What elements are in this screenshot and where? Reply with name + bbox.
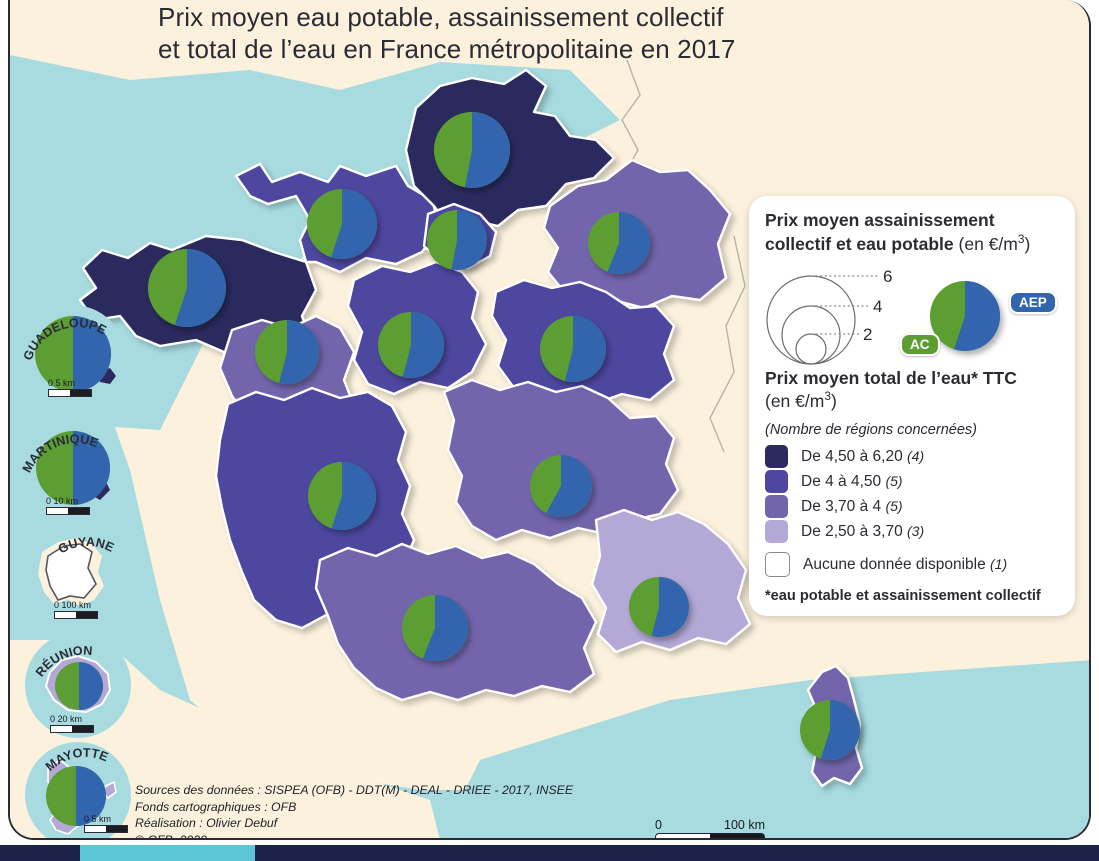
bottom-strip [0,845,1099,861]
legend-class-label-4: De 2,50 à 3,70 [801,522,907,540]
legend-swatch-3 [765,495,788,519]
pie-chart [800,700,860,760]
pie-chart [427,210,487,270]
france-map [10,0,1089,838]
pie-chart [378,312,444,378]
pie-chart [588,212,650,275]
legend-choropleth-title: Prix moyen total de l’eau* TTC (en €/m3) [765,368,1059,414]
pie-slice-aep [451,210,487,270]
pie-slice-aep [464,112,510,188]
pie-slice-aep [564,316,607,382]
legend-class-count-1: (4) [907,447,925,464]
title-line-1: Prix moyen eau potable, assainissement c… [158,2,724,32]
inset-scalebar-mayotte: 0 5 km [84,814,128,833]
pie-chart [540,316,607,382]
pie-chart [255,320,319,384]
legend-class-row-1: De 4,50 à 6,20 (4) [765,445,1059,469]
inset-mayotte: MAYOTTE 0 5 km [22,738,134,838]
pie-chart [629,577,689,637]
legend-class-row-5: Aucune donnée disponible (1) [765,552,1059,578]
legend-circle-2 [795,332,827,365]
pie-slice-aep [651,577,689,637]
scalebar-min: 0 [655,818,662,832]
source-line-copyright: © OFB, 2020 [135,832,207,840]
pie-slice-aep [422,595,469,662]
inset-reunion: RÉUNION 0 20 km [22,628,134,740]
legend-badge-ac: AC [900,332,940,356]
pie-slice-aep [546,455,592,517]
legend-footnote: *eau potable et assainissement collectif [765,588,1041,605]
scalebar-max: 100 km [724,818,765,832]
legend-choropleth-title-bold: Prix moyen total de l’eau* TTC [765,367,1017,388]
map-card: Prix moyen eau potable, assainissement c… [8,0,1091,840]
legend-class-label-1: De 4,50 à 6,20 [801,447,907,465]
legend-circle-value-4: 4 [873,297,882,316]
legend-class-count-3: (5) [885,497,903,514]
strip-segment-left [0,845,80,861]
legend-class-count-2: (5) [885,472,903,489]
map-scalebar: 0 100 km [655,818,765,838]
pie-chart [402,595,469,662]
legend-class-row-3: De 3,70 à 4 (5) [765,495,1059,519]
legend-class-count-5: (1) [990,555,1008,572]
legend-pie-aep-slice [954,280,1001,351]
pie-chart [308,462,376,530]
legend-choropleth-title-unit: (en €/m3) [765,389,837,412]
pie-chart [434,112,510,188]
legend-symbol-title-bold: Prix moyen assainissement collectif et e… [765,210,995,254]
pie-slice-aep [174,249,226,327]
legend-class-row-4: De 2,50 à 3,70 (3) [765,520,1059,544]
legend-note: (Nombre de régions concernées) [765,422,977,439]
inset-martinique: MARTINIQUE 0 10 km [18,412,128,522]
legend-symbol-title: Prix moyen assainissement collectif et e… [765,210,1059,256]
legend-circle-value-6: 6 [883,267,892,286]
legend-circle-value-2: 2 [863,325,872,344]
source-line-basemap: Fonds cartographiques : OFB [135,799,297,814]
pie-slice-aep [820,700,860,760]
inset-scalebar-guadeloupe: 0 5 km [48,378,92,397]
legend-swatch-1 [765,445,788,469]
inset-scalebar-martinique: 0 10 km [46,496,90,515]
inset-scalebar-reunion: 0 20 km [50,714,94,733]
pie-slice-aep [331,462,376,530]
legend-panel: Prix moyen assainissement collectif et e… [749,196,1075,617]
legend-circle-6 [766,274,856,365]
pie-slice-aep [402,312,444,378]
legend-class-label-2: De 4 à 4,50 [801,472,886,490]
scalebar-bar [655,833,765,838]
legend-class-count-4: (3) [907,522,925,539]
pie-slice-aep [331,189,377,259]
legend-swatch-2 [765,470,788,494]
strip-segment-accent [80,845,255,861]
legend-class-row-2: De 4 à 4,50 (5) [765,470,1059,494]
source-line-data: Sources des données : SISPEA (OFB) - DDT… [135,783,574,797]
inset-guadeloupe: GUADELOUPE 0 5 km [18,302,128,410]
pie-chart [307,189,377,259]
legend-circle-4 [781,304,841,365]
region-pie-charts [148,112,860,760]
pie-chart [148,249,226,327]
legend-badge-aep: AEP [1009,290,1057,314]
legend-swatch-5 [765,552,790,578]
inset-guyane: GUYANE 0 100 km [24,522,134,632]
legend-class-label-5: Aucune donnée disponible [803,555,991,573]
legend-symbol-title-unit: (en €/m3) [958,231,1031,254]
guyane-shape [45,543,97,601]
pie-slice-aep [607,212,650,275]
strip-segment-right [255,845,1099,861]
legend-swatch-4 [765,520,788,544]
pie-slice-aep [279,320,319,384]
page-title: Prix moyen eau potable, assainissement c… [158,2,778,66]
legend-symbol-block: 6 4 2 AEP AC [765,258,1059,370]
sources-block: Sources des données : SISPEA (OFB) - DDT… [135,782,574,840]
title-line-2: et total de l’eau en France métropolitai… [158,33,736,64]
inset-scalebar-guyane: 0 100 km [54,600,98,619]
source-line-author: Réalisation : Olivier Debuf [135,816,278,831]
pie-chart [530,455,592,517]
legend-class-label-3: De 3,70 à 4 [801,497,886,515]
